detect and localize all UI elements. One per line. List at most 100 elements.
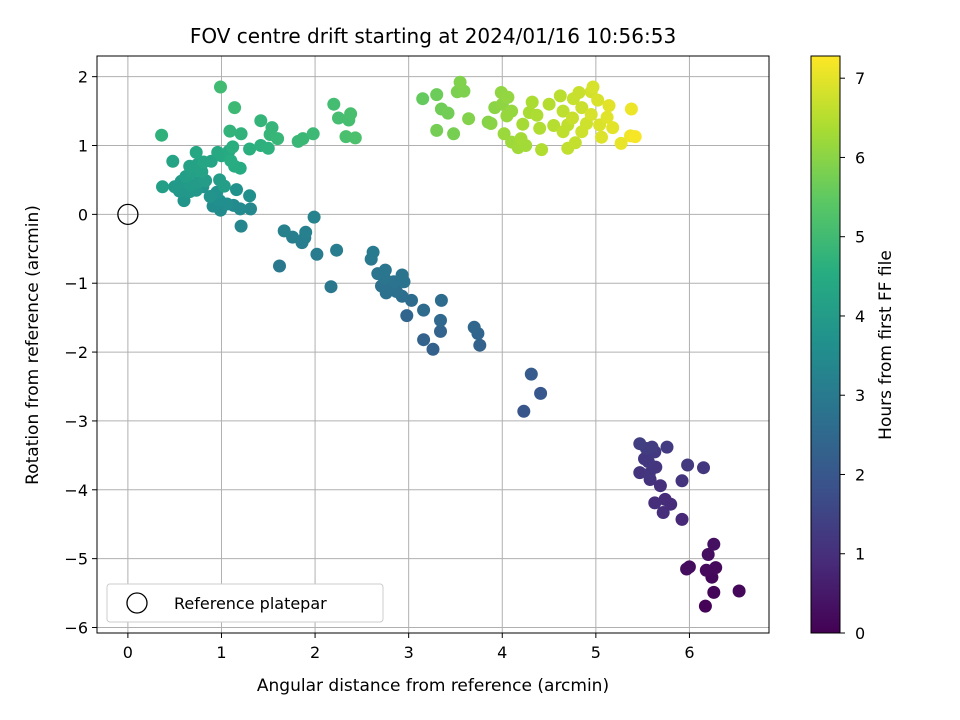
data-point — [430, 88, 444, 102]
data-point — [645, 440, 659, 454]
x-tick-label: 0 — [123, 643, 133, 662]
data-point — [299, 225, 313, 239]
data-point — [586, 80, 600, 94]
data-point — [698, 599, 712, 613]
y-tick-label: 0 — [78, 205, 88, 224]
data-point — [697, 461, 710, 475]
data-point — [568, 136, 582, 150]
data-point — [327, 97, 341, 111]
data-points — [155, 75, 746, 613]
data-point — [525, 95, 539, 109]
x-axis-ticks: 0 1 2 3 4 5 6 — [123, 633, 695, 662]
data-point — [602, 99, 616, 113]
y-axis-ticks: 2 1 0 −1 −2 −3 −4 −5 −6 — [64, 68, 97, 637]
data-point — [591, 93, 605, 107]
data-point — [517, 404, 531, 418]
data-point — [628, 130, 642, 144]
data-point — [641, 455, 655, 469]
y-tick-label: −1 — [64, 274, 88, 293]
data-point — [310, 247, 324, 261]
data-point — [530, 108, 544, 122]
colorbar-tick-label: 6 — [855, 148, 865, 167]
data-point — [501, 90, 515, 104]
data-point — [416, 92, 430, 106]
data-point — [556, 104, 570, 118]
data-point — [484, 117, 498, 130]
data-point — [633, 437, 647, 451]
colorbar-tick-label: 2 — [855, 465, 865, 484]
data-point — [344, 107, 358, 121]
colorbar-tick-label: 1 — [855, 545, 865, 564]
data-point — [223, 124, 237, 138]
data-point — [514, 132, 528, 146]
data-point — [572, 86, 586, 99]
data-point — [535, 143, 549, 157]
y-tick-label: −4 — [64, 481, 88, 500]
data-point — [675, 512, 689, 526]
data-point — [624, 102, 638, 116]
data-point — [226, 140, 240, 154]
data-point — [575, 101, 589, 115]
data-point — [447, 127, 461, 141]
data-point — [542, 97, 556, 111]
data-point — [584, 108, 598, 121]
colorbar-label: Hours from first FF file — [876, 250, 896, 440]
data-point — [699, 563, 713, 577]
data-point — [680, 562, 694, 576]
x-tick-label: 5 — [591, 643, 601, 662]
data-point — [417, 333, 431, 347]
data-point — [234, 219, 248, 233]
data-point — [261, 141, 275, 155]
x-tick-label: 6 — [684, 643, 694, 662]
y-tick-label: −5 — [64, 550, 88, 569]
y-tick-label: 2 — [78, 68, 88, 87]
y-tick-label: −2 — [64, 343, 88, 362]
data-point — [441, 106, 455, 120]
data-point — [648, 496, 662, 510]
data-point — [378, 263, 392, 277]
data-point — [516, 117, 530, 131]
data-point — [243, 189, 257, 203]
data-point — [400, 309, 414, 323]
x-tick-label: 1 — [216, 643, 226, 662]
reference-marker — [117, 203, 139, 226]
data-point — [556, 125, 570, 139]
data-point — [189, 145, 203, 159]
x-tick-label: 2 — [310, 643, 320, 662]
data-point — [675, 474, 689, 488]
data-point — [417, 303, 431, 317]
data-point — [366, 245, 380, 259]
y-tick-label: −3 — [64, 412, 88, 431]
x-tick-label: 3 — [404, 643, 414, 662]
data-point — [434, 313, 447, 327]
data-point — [228, 101, 242, 115]
colorbar-tick-label: 0 — [855, 624, 865, 643]
data-point — [434, 324, 447, 338]
data-point — [707, 585, 721, 599]
y-tick-label: −6 — [64, 618, 88, 637]
data-point — [701, 548, 715, 561]
data-point — [273, 259, 286, 273]
data-point — [547, 119, 561, 132]
data-point — [217, 179, 231, 193]
colorbar-tick-label: 7 — [855, 69, 865, 88]
legend-box — [106, 583, 384, 623]
data-point — [575, 125, 589, 139]
plot-frame — [96, 55, 770, 634]
y-tick-label: 1 — [78, 137, 88, 156]
data-point — [434, 293, 448, 307]
data-point — [642, 467, 656, 481]
data-point — [330, 243, 344, 257]
data-point — [155, 128, 169, 142]
data-point — [732, 584, 746, 598]
data-point — [497, 127, 511, 141]
data-point — [533, 121, 547, 135]
data-point — [395, 268, 409, 282]
data-point — [324, 280, 338, 294]
reference-platepar-point — [117, 203, 139, 226]
x-axis-label: Angular distance from reference (arcmin) — [257, 676, 609, 696]
data-point — [306, 127, 320, 141]
data-point — [348, 131, 362, 145]
data-point — [244, 202, 257, 216]
